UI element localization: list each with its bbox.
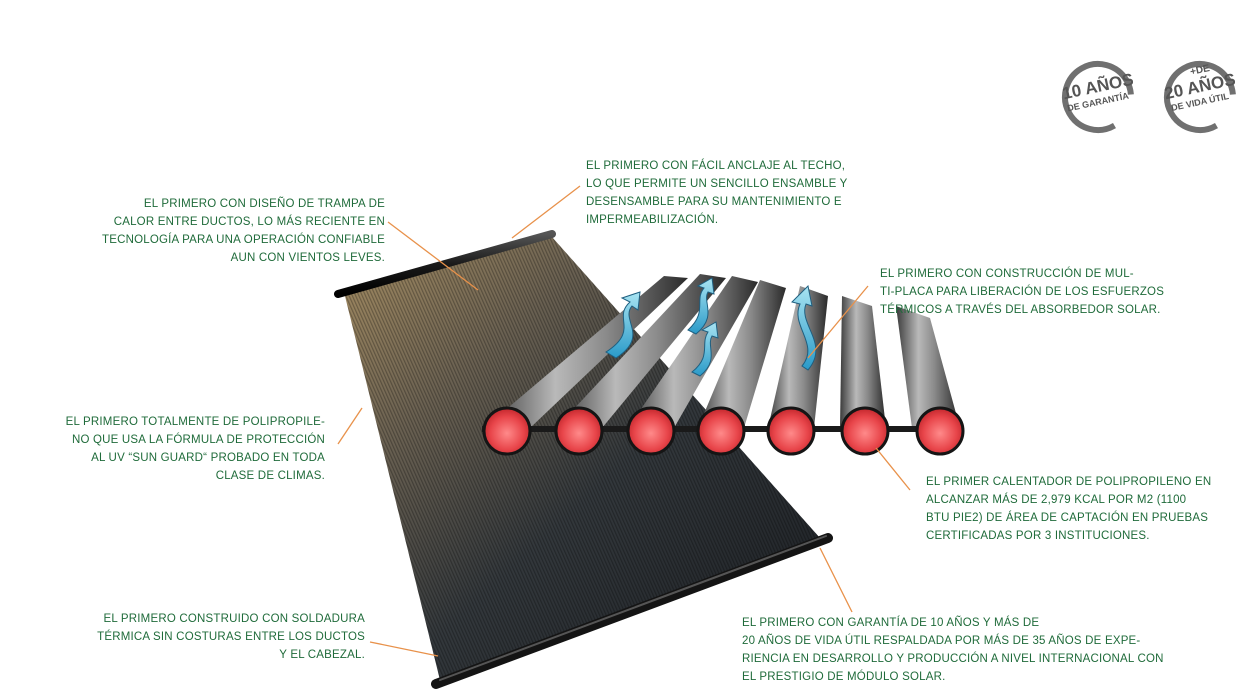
top-header-pipe xyxy=(334,230,556,298)
callout-polypropylene: EL PRIMERO TOTALMENTE DE POLIPROPILE- NO… xyxy=(65,416,325,482)
leader-roof xyxy=(511,185,581,239)
callout-heater-performance: EL PRIMER CALENTADOR DE POLIPROPILENO EN… xyxy=(926,476,1212,542)
heat-arrow-1 xyxy=(605,291,641,359)
tube-cap-5 xyxy=(766,406,816,456)
leader-polypropylene xyxy=(337,407,363,445)
tube-bodies xyxy=(484,274,960,428)
leader-welding xyxy=(369,641,439,657)
heat-flow-arrows xyxy=(605,277,817,377)
warranty-badge: 10 AÑOS DE GARANTÍA xyxy=(1058,57,1138,137)
heat-arrow-3 xyxy=(691,321,719,377)
leader-multiplate xyxy=(807,285,869,359)
heat-arrow-2 xyxy=(687,277,715,335)
solar-panel xyxy=(334,230,833,689)
tube-cross-section xyxy=(482,274,965,456)
tube-cap-6 xyxy=(840,406,890,456)
callout-heat-trap: EL PRIMERO CON DISEÑO DE TRAMPA DE CALOR… xyxy=(101,198,385,264)
bottom-header-pipe xyxy=(431,533,833,689)
callout-warranty: EL PRIMERO CON GARANTÍA DE 10 AÑOS Y MÁS… xyxy=(742,617,1164,683)
tube-cap-3 xyxy=(626,406,676,456)
tube-cap-4 xyxy=(696,406,746,456)
leader-heater xyxy=(875,447,911,491)
callout-multiplate: EL PRIMERO CON CONSTRUCCIÓN DE MUL- TI-P… xyxy=(880,268,1165,316)
absorber-ribs xyxy=(344,237,820,680)
leader-warranty xyxy=(819,547,853,613)
tube-cap-7 xyxy=(915,406,965,456)
tube-caps xyxy=(482,406,965,456)
tube-cap-1 xyxy=(482,406,532,456)
callout-roof-anchor: EL PRIMERO CON FÁCIL ANCLAJE AL TECHO, L… xyxy=(586,160,848,226)
leader-trap xyxy=(387,221,479,291)
lifetime-badge: +DE 20 AÑOS DE VIDA ÚTIL xyxy=(1160,57,1240,137)
leader-lines xyxy=(337,185,911,657)
callout-welding: EL PRIMERO CONSTRUIDO CON SOLDADURA TÉRM… xyxy=(97,613,365,661)
tube-cap-2 xyxy=(554,406,604,456)
